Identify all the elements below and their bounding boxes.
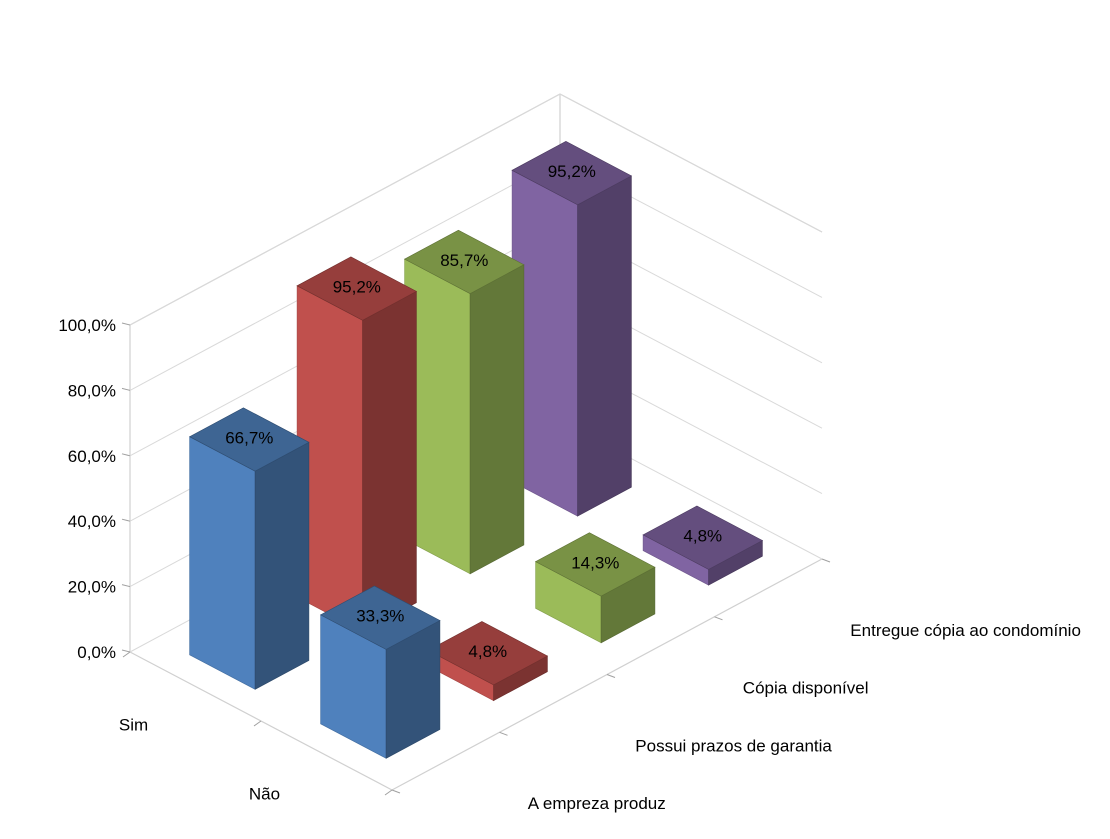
bar-side-face — [577, 175, 632, 517]
data-label: 33,3% — [356, 607, 404, 626]
depth-tick — [499, 731, 508, 736]
y-tick — [121, 584, 131, 588]
y-tick-label: 20,0% — [68, 578, 116, 597]
bar-0-1 — [319, 585, 441, 759]
y-tick-label: 60,0% — [68, 447, 116, 466]
category-label: A empreza produz — [528, 794, 666, 813]
chart-bars — [188, 141, 764, 759]
bar-0-0 — [188, 407, 310, 690]
bar-2-1 — [534, 532, 656, 644]
y-tick-label: 0,0% — [77, 643, 116, 662]
bar-top-face — [642, 505, 764, 570]
bar-front-face — [189, 436, 256, 690]
bar-side-face — [469, 264, 525, 575]
data-label: 66,7% — [225, 429, 273, 448]
y-tick — [121, 649, 131, 653]
category-label: Possui prazos de garantia — [635, 736, 832, 755]
data-label: 95,2% — [333, 278, 381, 297]
bar-top-face — [534, 532, 656, 597]
data-label: 95,2% — [548, 162, 596, 181]
y-tick-label: 40,0% — [68, 512, 116, 531]
data-label: 4,8% — [683, 527, 722, 546]
data-label: 14,3% — [571, 553, 619, 572]
y-tick-label: 80,0% — [68, 381, 116, 400]
depth-tick — [714, 616, 723, 621]
bar-top-face — [319, 585, 441, 650]
data-label: 85,7% — [440, 251, 488, 270]
y-tick — [121, 322, 131, 326]
category-label: Cópia disponível — [743, 679, 869, 698]
bar-1-0 — [296, 256, 418, 633]
bar-top-face — [403, 229, 525, 294]
y-tick — [121, 453, 131, 457]
category-label: Entregue cópia ao condomínio — [850, 621, 1081, 640]
gridline — [129, 93, 823, 326]
row-tick — [384, 789, 393, 796]
row-tick — [122, 651, 131, 658]
bar-top-face — [296, 256, 418, 321]
depth-tick — [821, 558, 831, 563]
bar-3-1 — [642, 505, 764, 586]
depth-tick — [606, 674, 616, 678]
bar-top-face — [511, 141, 633, 206]
bar-side-face — [362, 290, 417, 633]
y-tick-label: 100,0% — [58, 316, 116, 335]
chart-labels: 0,0% 20,0% 40,0% 60,0% 80,0% 100,0% Sim Não A em… — [58, 162, 1081, 813]
y-tick — [121, 387, 131, 391]
bar-top-face — [427, 621, 549, 686]
depth-tick — [391, 789, 401, 794]
data-label: 4,8% — [468, 642, 507, 661]
row-label: Não — [249, 785, 280, 804]
bar-3-0 — [511, 141, 633, 517]
bar-2-0 — [403, 229, 525, 575]
bar-side-face — [254, 441, 310, 690]
row-label: Sim — [119, 716, 148, 735]
y-tick — [121, 518, 131, 522]
bar-1-1 — [427, 621, 549, 702]
row-tick — [253, 720, 262, 727]
bar-top-face — [188, 407, 310, 472]
